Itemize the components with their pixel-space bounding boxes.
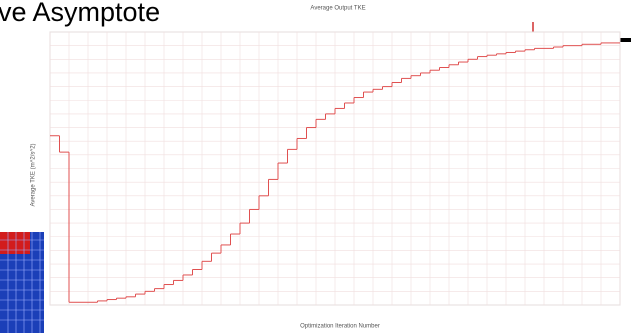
slide-title: ve Asymptote: [0, 0, 160, 27]
chart: ve Asymptote Average Output TKE Optimiza…: [0, 0, 631, 333]
y-axis-label: Average TKE (m^2/s^2): [31, 143, 37, 206]
mesh-image: [0, 232, 44, 333]
x-axis-label: Optimization Iteration Number: [300, 324, 380, 330]
chart-title: Average Output TKE: [310, 6, 365, 12]
slide: ve Asymptote Average Output TKE Optimiza…: [0, 0, 631, 333]
mesh-hot: [0, 232, 30, 254]
